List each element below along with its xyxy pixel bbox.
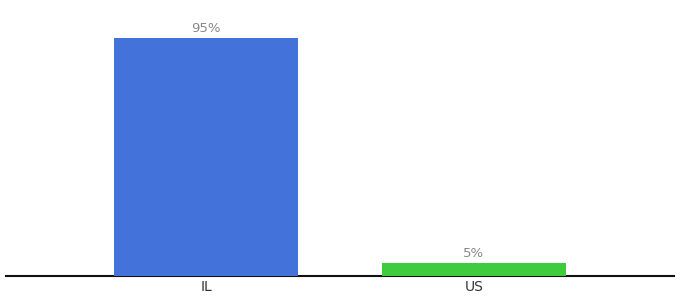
Text: 5%: 5% (463, 247, 484, 260)
Bar (381, 263, 566, 276)
Text: 95%: 95% (192, 22, 221, 35)
Bar (114, 38, 299, 276)
